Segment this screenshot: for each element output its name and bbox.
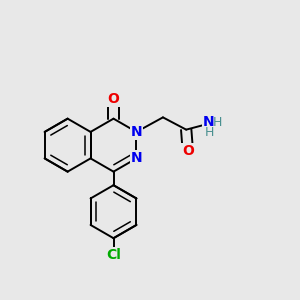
Text: O: O	[108, 92, 119, 106]
Text: Cl: Cl	[106, 248, 121, 262]
Text: N: N	[130, 152, 142, 165]
Text: N: N	[202, 115, 214, 129]
Text: O: O	[182, 144, 194, 158]
Text: H: H	[212, 116, 222, 129]
Text: H: H	[204, 126, 214, 140]
Text: N: N	[130, 125, 142, 139]
